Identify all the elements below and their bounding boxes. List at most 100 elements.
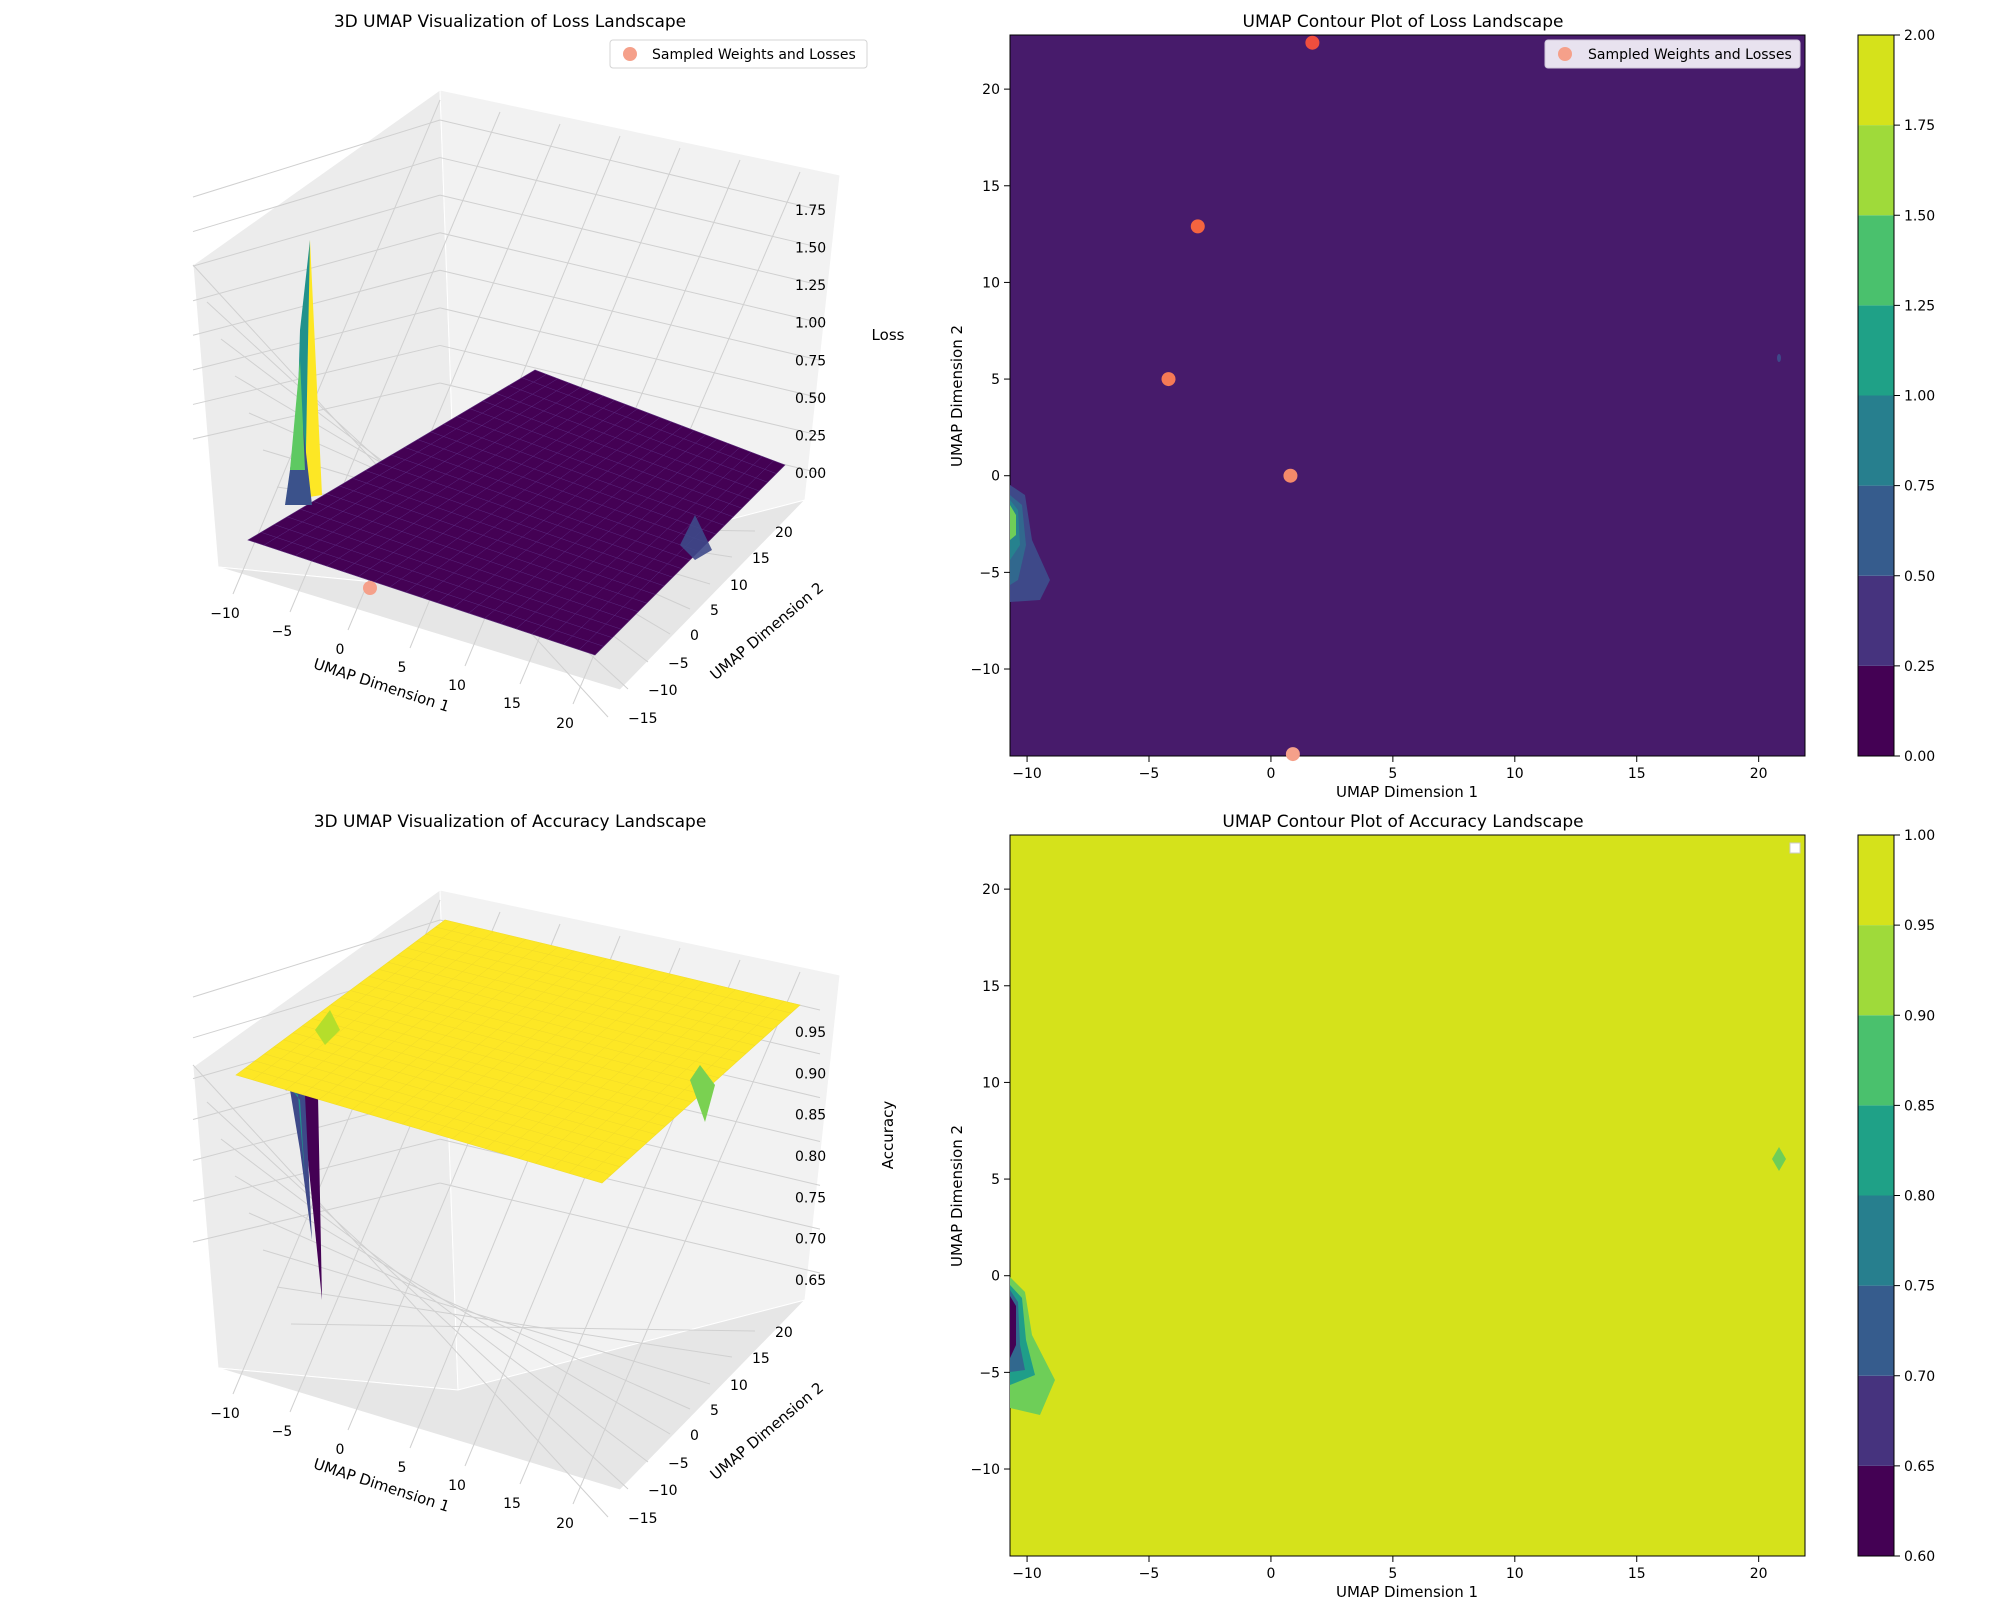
accuracy-3d-panel: 3D UMAP Visualization of Accuracy Landsc… <box>192 812 897 1532</box>
y-tick-label: 20 <box>982 82 1000 98</box>
accuracy-dip <box>285 1080 322 1300</box>
accuracy-dip-side <box>290 1090 312 1240</box>
mesh-line <box>254 1060 621 1168</box>
y-tick-label: 5 <box>991 372 1000 388</box>
colorbar-tick-label: 0.85 <box>1904 1098 1935 1114</box>
z-grid-line <box>192 194 441 267</box>
colorbar: 0.00 0.25 0.50 0.75 1.00 1.25 1.50 1.75 2.00 <box>1857 28 1935 765</box>
sampled-point <box>1161 372 1176 387</box>
sampled-point <box>1305 35 1320 50</box>
mesh-line <box>482 400 751 500</box>
y-tick-label: −10 <box>648 683 678 699</box>
mesh-line <box>508 385 768 483</box>
legend-marker <box>1558 47 1572 61</box>
x-tick-label: 5 <box>398 660 407 676</box>
mesh-line <box>365 470 673 578</box>
colorbar-tick-label: 2.00 <box>1904 28 1935 44</box>
colorbar-band <box>1858 575 1894 666</box>
colorbar-tick-label: 0.00 <box>1904 749 1935 765</box>
z-tick-label: 0.75 <box>795 353 826 369</box>
loss-contour-title: UMAP Contour Plot of Loss Landscape <box>1243 12 1564 32</box>
x-ticks: −10 −5 0 5 10 15 20 <box>1012 1556 1768 1582</box>
mesh-line <box>313 501 639 613</box>
mesh-line <box>302 1025 666 1127</box>
mesh-line <box>443 423 725 526</box>
mesh-line <box>330 1004 693 1103</box>
x-tick-label: 0 <box>336 642 345 658</box>
y-tick-label: −5 <box>668 1456 689 1472</box>
colorbar-band <box>1858 395 1894 486</box>
x-tick-label: 10 <box>1506 766 1524 782</box>
x-tick-label: −5 <box>1139 766 1160 782</box>
colorbar-tick-label: 1.00 <box>1904 389 1935 405</box>
loss-surface <box>247 369 786 656</box>
accuracy-contour-panel: UMAP Contour Plot of Accuracy Landscape … <box>948 812 1935 1601</box>
y-tick-label: 15 <box>752 1351 770 1367</box>
y-tick-label: 15 <box>982 179 1000 195</box>
z-grid-line <box>192 344 441 405</box>
mesh-line <box>521 377 777 474</box>
accuracy-bump <box>690 1065 715 1122</box>
mesh-line <box>300 508 630 621</box>
y-tick-label: 20 <box>775 1325 793 1341</box>
colorbar-tick-label: 0.80 <box>1904 1189 1935 1205</box>
x-tick-label: −10 <box>210 1406 240 1422</box>
y-axis-label: UMAP Dimension 2 <box>948 325 966 467</box>
mesh-line <box>417 439 708 543</box>
z-grid-line <box>439 232 821 324</box>
mesh-line <box>349 990 711 1087</box>
mesh-line <box>456 416 734 518</box>
x-tick-label: −10 <box>1012 1566 1042 1582</box>
accuracy-surface <box>235 919 801 1184</box>
mesh-line <box>283 1039 648 1143</box>
colorbar-band <box>1858 125 1894 216</box>
x-axis-label: UMAP Dimension 1 <box>311 655 452 716</box>
y-tick-label: 0 <box>991 469 1000 485</box>
z-tick-label: 0.85 <box>795 1108 826 1124</box>
y-tick-label: 20 <box>982 882 1000 898</box>
colorbar-band <box>1858 1105 1894 1196</box>
y-tick-label: 5 <box>991 1172 1000 1188</box>
colorbar-band <box>1858 925 1894 1016</box>
plot-area <box>1009 834 1806 1557</box>
plot-area <box>1009 34 1806 757</box>
z-tick-label: 0.50 <box>795 391 826 407</box>
mesh-line <box>425 933 783 1022</box>
z-grid-line <box>439 194 821 286</box>
y-tick-label: 15 <box>982 979 1000 995</box>
z-axis-label: Loss <box>872 326 905 344</box>
colorbar-band <box>1858 1375 1894 1466</box>
y-tick-label: 10 <box>730 1378 748 1394</box>
z-tick-label: 0.25 <box>795 428 826 444</box>
mesh-line <box>368 976 729 1070</box>
y-axis-label: UMAP Dimension 2 <box>707 1379 827 1484</box>
colorbar-band <box>1858 1285 1894 1376</box>
x-tick-label: 20 <box>1750 766 1768 782</box>
loss-3d-title: 3D UMAP Visualization of Loss Landscape <box>334 12 686 32</box>
colorbar-tick-label: 1.00 <box>1904 828 1935 844</box>
y-grid-line <box>262 1249 711 1385</box>
y-ticks: −10 −5 0 5 10 15 20 <box>970 882 1010 1478</box>
x-tick-label: −5 <box>272 1424 293 1440</box>
x-tick-label: −5 <box>272 624 293 640</box>
mesh-line <box>387 962 747 1054</box>
colorbar-band <box>1858 1465 1894 1556</box>
z-tick-label: 0.90 <box>795 1066 826 1082</box>
colorbar-tick-label: 0.90 <box>1904 1008 1935 1024</box>
y-tick-label: −10 <box>648 1483 678 1499</box>
x-tick-label: −10 <box>1012 766 1042 782</box>
y-tick-label: −15 <box>628 711 658 727</box>
colorbar-tick-label: 0.75 <box>1904 1279 1935 1295</box>
colorbar-band <box>1858 215 1894 306</box>
x-tick-label: 5 <box>1388 1566 1397 1582</box>
z-tick-label: 1.00 <box>795 316 826 332</box>
colorbar-tick-label: 1.50 <box>1904 208 1935 224</box>
z-grid-line <box>192 269 441 336</box>
sampled-point <box>1190 219 1205 234</box>
sampled-point <box>1285 747 1300 762</box>
x-grid-line <box>572 971 801 1505</box>
x-tick-label: 0 <box>1266 1566 1275 1582</box>
mesh-line <box>274 524 613 638</box>
